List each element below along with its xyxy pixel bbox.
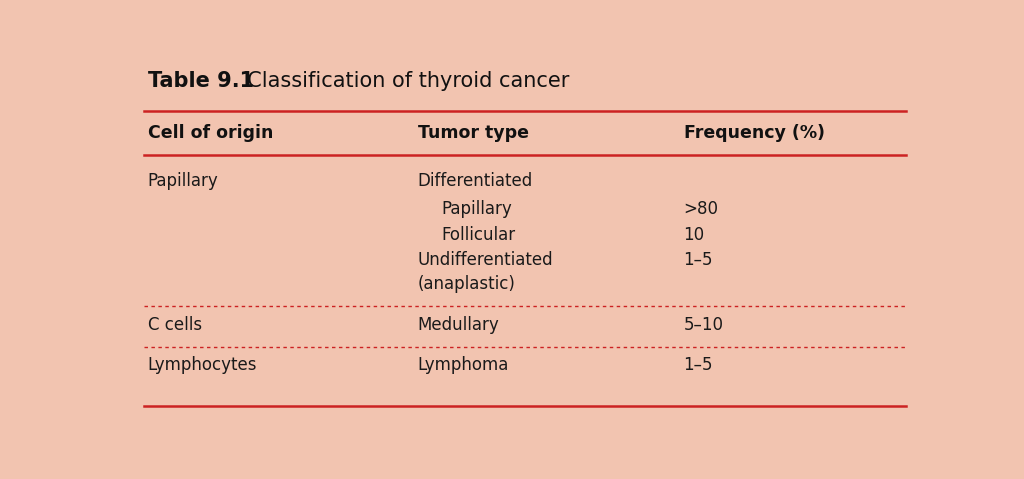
Text: Cell of origin: Cell of origin <box>147 124 273 142</box>
Text: Medullary: Medullary <box>418 316 500 334</box>
Text: Table 9.1: Table 9.1 <box>147 71 254 91</box>
Text: 1–5: 1–5 <box>684 356 713 375</box>
Text: (anaplastic): (anaplastic) <box>418 275 515 293</box>
Text: Lymphocytes: Lymphocytes <box>147 356 257 375</box>
Text: Papillary: Papillary <box>441 200 512 217</box>
Text: Frequency (%): Frequency (%) <box>684 124 824 142</box>
Text: Follicular: Follicular <box>441 226 516 243</box>
Text: 10: 10 <box>684 226 705 243</box>
Text: Classification of thyroid cancer: Classification of thyroid cancer <box>233 71 569 91</box>
Text: Differentiated: Differentiated <box>418 172 532 190</box>
Text: Undifferentiated: Undifferentiated <box>418 251 553 269</box>
Text: >80: >80 <box>684 200 719 217</box>
Text: Tumor type: Tumor type <box>418 124 528 142</box>
Text: 1–5: 1–5 <box>684 251 713 269</box>
Text: C cells: C cells <box>147 316 202 334</box>
Text: Papillary: Papillary <box>147 172 218 190</box>
Text: 5–10: 5–10 <box>684 316 724 334</box>
Text: Lymphoma: Lymphoma <box>418 356 509 375</box>
